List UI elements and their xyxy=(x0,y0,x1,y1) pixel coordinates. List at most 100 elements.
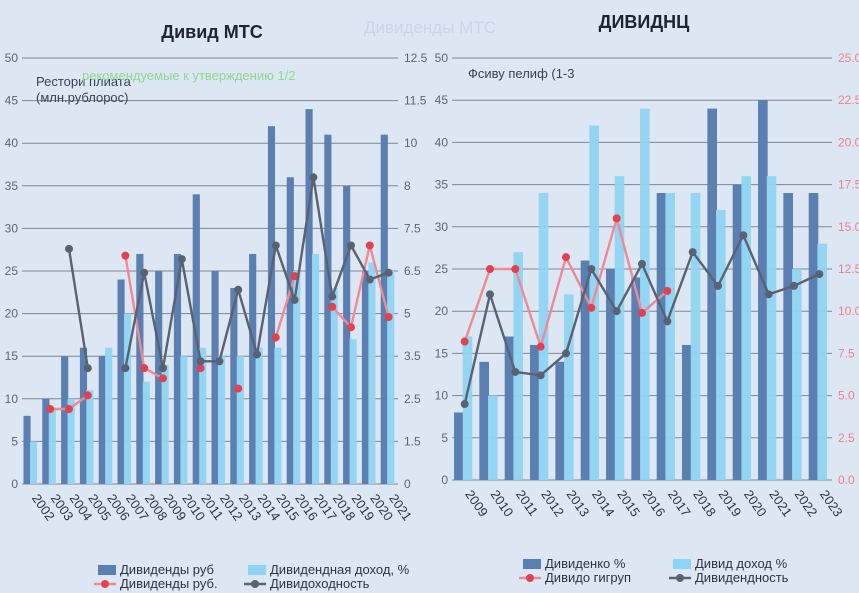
bar xyxy=(173,253,182,484)
series-point xyxy=(253,350,261,359)
bar xyxy=(707,108,717,480)
series-point xyxy=(384,313,393,322)
bar xyxy=(758,100,768,480)
y-tick-right: 8 xyxy=(404,179,411,193)
y-tick-left: 45 xyxy=(435,93,449,107)
bar xyxy=(42,398,50,484)
x-tick-label: 2015 xyxy=(614,487,643,519)
x-tick-label: 2012 xyxy=(538,487,567,519)
series-point xyxy=(121,251,130,260)
bar xyxy=(741,176,751,480)
x-tick-label: 2011 xyxy=(513,487,541,519)
bar xyxy=(716,209,726,481)
y-tick-left: 50 xyxy=(435,51,449,65)
bar xyxy=(230,288,238,484)
bar xyxy=(330,288,338,484)
series-point xyxy=(290,295,299,304)
y-tick-right: 22.5 xyxy=(838,93,859,107)
series-point xyxy=(663,317,672,326)
series-point xyxy=(140,268,149,277)
bar xyxy=(606,269,616,480)
watermark: Дивиденды МТС xyxy=(364,18,496,37)
series-point xyxy=(587,303,596,312)
y-tick-left: 30 xyxy=(5,221,19,235)
legend-marker xyxy=(526,574,534,582)
legend-swatch xyxy=(98,565,116,575)
legend-swatch xyxy=(673,559,691,569)
series-point xyxy=(159,374,167,383)
y-tick-right: 2.5 xyxy=(404,392,421,406)
x-tick-label: 2009 xyxy=(462,487,491,519)
legend-label: Дивидендная доход, % xyxy=(270,562,410,577)
legend-label: Дивиденко % xyxy=(545,556,626,571)
series-point xyxy=(271,241,280,250)
series-point xyxy=(612,214,621,223)
legend-marker xyxy=(101,580,109,588)
series-point xyxy=(234,285,243,294)
x-tick-label: 2023 xyxy=(817,487,846,519)
bar xyxy=(682,344,692,480)
series-point xyxy=(290,272,299,281)
bar xyxy=(732,184,743,480)
bar xyxy=(368,262,376,484)
bar xyxy=(808,193,819,481)
y-tick-right: 11.5 xyxy=(404,94,427,108)
series-point xyxy=(790,281,798,290)
y-tick-right: 15.0 xyxy=(838,220,859,234)
bar xyxy=(783,193,793,481)
y-tick-left: 0 xyxy=(11,477,18,491)
x-tick-label: 2013 xyxy=(564,487,593,519)
bar xyxy=(48,407,56,484)
series-point xyxy=(234,384,243,393)
chart-subtitle: Фсиву пелиф (1-3 xyxy=(468,66,575,81)
x-tick-label: 2014 xyxy=(589,487,618,519)
bar xyxy=(305,109,313,485)
legend-swatch xyxy=(523,559,541,569)
y-tick-left: 20 xyxy=(5,307,19,321)
series-point xyxy=(638,259,646,268)
bar xyxy=(631,277,641,480)
bar xyxy=(513,252,523,480)
y-tick-right: 10 xyxy=(404,136,418,150)
bar xyxy=(117,279,125,484)
bar xyxy=(236,356,244,484)
bar xyxy=(286,177,294,484)
series-point xyxy=(815,270,824,279)
bar xyxy=(324,134,332,484)
series-point xyxy=(328,292,337,301)
series-point xyxy=(486,290,494,299)
series-point xyxy=(536,342,545,351)
x-tick-label: 2019 xyxy=(716,487,745,519)
bar xyxy=(67,398,75,484)
x-tick-label: 2017 xyxy=(665,487,694,519)
series-point xyxy=(688,248,697,257)
bar xyxy=(530,344,540,480)
y-tick-right: 7.5 xyxy=(838,346,855,360)
series-point xyxy=(196,357,205,366)
bar xyxy=(105,347,113,484)
bar xyxy=(564,294,574,480)
series-point xyxy=(511,367,520,376)
y-tick-left: 10 xyxy=(5,392,19,406)
series-point xyxy=(309,173,318,182)
bar xyxy=(479,361,489,480)
bar xyxy=(180,356,188,484)
series-point xyxy=(562,349,570,358)
bar xyxy=(255,347,263,484)
bar xyxy=(387,271,395,484)
chart-title: ДИВИДНЦ xyxy=(599,12,691,32)
series-point xyxy=(121,364,130,373)
series-point xyxy=(65,244,73,253)
legend-label: Дивидоходность xyxy=(270,576,370,591)
y-tick-left: 25 xyxy=(5,264,19,278)
series-point xyxy=(271,333,280,342)
legend-label: Дивиденды руб. xyxy=(120,576,218,591)
bar xyxy=(161,364,169,484)
series-point xyxy=(46,405,55,414)
bar xyxy=(656,193,667,481)
series-point xyxy=(562,253,570,262)
y-tick-left: 40 xyxy=(5,136,19,150)
x-tick-label: 2018 xyxy=(690,487,719,519)
series-point xyxy=(365,275,374,284)
